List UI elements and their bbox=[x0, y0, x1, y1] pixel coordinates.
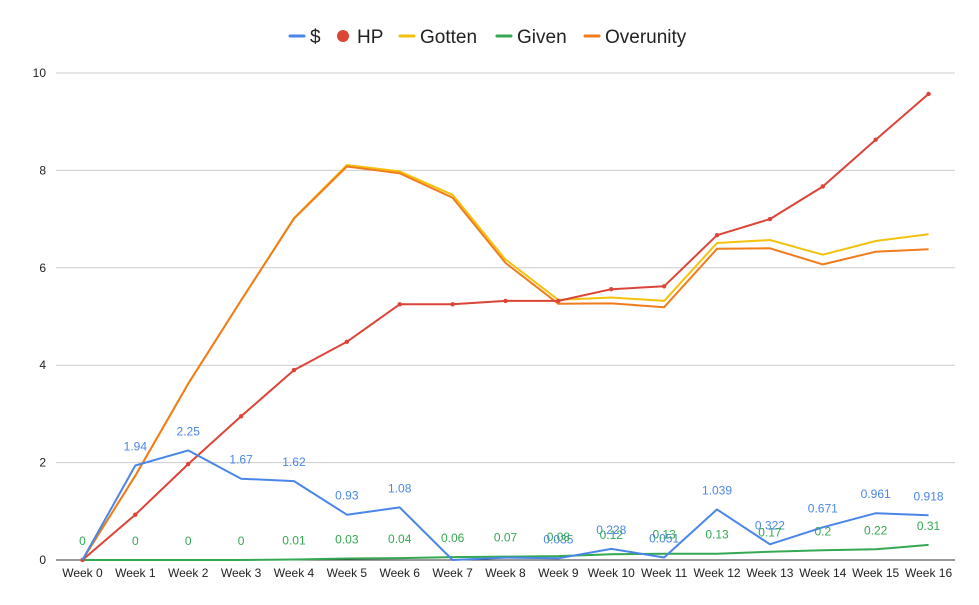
x-tick-label: Week 15 bbox=[852, 566, 899, 580]
data-point bbox=[397, 302, 402, 307]
data-point bbox=[503, 298, 508, 304]
data-point bbox=[238, 414, 244, 419]
data-label: 0.01 bbox=[282, 534, 306, 548]
x-tick-label: Week 2 bbox=[168, 566, 209, 580]
data-label: 0.17 bbox=[758, 526, 782, 540]
x-tick-label: Week 5 bbox=[327, 566, 368, 580]
data-point bbox=[291, 367, 297, 373]
data-label: 0.13 bbox=[652, 528, 676, 542]
data-label: 0.08 bbox=[547, 530, 571, 544]
data-label: 0.03 bbox=[335, 533, 359, 547]
data-label: 0.2 bbox=[814, 524, 831, 538]
legend-label: $ bbox=[310, 27, 321, 48]
data-label: 1.94 bbox=[124, 440, 148, 454]
series-line-gotten bbox=[81, 164, 929, 561]
data-point bbox=[767, 216, 773, 222]
y-tick-label: 6 bbox=[39, 261, 46, 275]
legend-label: Overunity bbox=[605, 27, 687, 48]
y-tick-label: 10 bbox=[33, 66, 47, 80]
data-label: 0.13 bbox=[705, 528, 729, 542]
data-label: 0 bbox=[185, 534, 192, 548]
data-point bbox=[714, 232, 720, 238]
data-point bbox=[926, 91, 931, 97]
data-label: 0.93 bbox=[335, 489, 359, 503]
x-tick-label: Week 16 bbox=[905, 566, 952, 580]
y-axis: 0 2 4 6 8 10 bbox=[33, 66, 47, 567]
x-tick-label: Week 0 bbox=[62, 566, 103, 580]
x-tick-label: Week 1 bbox=[115, 566, 156, 580]
series-layer bbox=[80, 91, 931, 563]
legend-marker bbox=[337, 30, 349, 42]
series-line- bbox=[81, 449, 929, 561]
data-label: 0.06 bbox=[441, 531, 465, 545]
data-label: 0.04 bbox=[388, 532, 412, 546]
x-tick-label: Week 11 bbox=[641, 566, 688, 580]
data-label: 0 bbox=[238, 534, 245, 548]
x-tick-label: Week 7 bbox=[432, 566, 473, 580]
x-tick-label: Week 6 bbox=[380, 566, 421, 580]
x-tick-label: Week 10 bbox=[588, 566, 635, 580]
data-label: 0.035 bbox=[543, 532, 573, 546]
legend-label: Gotten bbox=[420, 27, 477, 48]
data-point bbox=[609, 287, 614, 292]
data-point bbox=[873, 137, 878, 142]
x-tick-label: Week 14 bbox=[799, 566, 846, 580]
legend-label: Given bbox=[517, 27, 567, 48]
data-label: 0 bbox=[79, 534, 86, 548]
gridlines bbox=[56, 72, 955, 561]
x-tick-label: Week 8 bbox=[485, 566, 526, 580]
legend: $ HP Gotten Given Overunity bbox=[288, 27, 687, 48]
y-tick-label: 0 bbox=[39, 553, 46, 567]
data-label: 0.07 bbox=[494, 531, 518, 545]
data-label: 0 bbox=[132, 534, 139, 548]
x-tick-label: Week 13 bbox=[746, 566, 793, 580]
data-label: 0.322 bbox=[755, 518, 785, 532]
data-label: 1.039 bbox=[702, 483, 732, 497]
y-tick-label: 2 bbox=[39, 456, 46, 470]
data-label: 0.961 bbox=[861, 487, 891, 501]
x-tick-label: Week 12 bbox=[693, 566, 740, 580]
series-line-hp bbox=[81, 93, 930, 561]
data-label: 0.22 bbox=[864, 523, 888, 537]
data-labels: 1.94 2.25 1.67 1.62 0.93 1.08 0.035 0.228 0.051 1… bbox=[79, 424, 944, 548]
y-tick-label: 8 bbox=[39, 163, 46, 177]
data-point bbox=[344, 339, 350, 345]
data-label: 1.08 bbox=[388, 481, 412, 495]
x-axis: Week 0 Week 1 Week 2 Week 3 Week 4 Week 5 Week… bbox=[62, 566, 952, 580]
data-label: 2.25 bbox=[177, 424, 201, 438]
data-label: 1.62 bbox=[282, 455, 306, 469]
data-label: 0.671 bbox=[808, 501, 838, 515]
data-label: 0.918 bbox=[914, 489, 944, 503]
x-tick-label: Week 9 bbox=[538, 566, 579, 580]
legend-label: HP bbox=[357, 27, 383, 48]
x-tick-label: Week 3 bbox=[221, 566, 262, 580]
data-point bbox=[133, 512, 138, 517]
x-tick-label: Week 4 bbox=[274, 566, 315, 580]
data-label: 0.228 bbox=[596, 523, 626, 537]
data-point bbox=[186, 461, 191, 467]
data-label: 0.31 bbox=[917, 519, 941, 533]
data-label: 1.67 bbox=[229, 453, 253, 467]
data-label: 0.12 bbox=[600, 528, 624, 542]
data-point bbox=[450, 302, 455, 307]
data-point bbox=[820, 184, 825, 189]
y-tick-label: 4 bbox=[39, 358, 46, 372]
data-point bbox=[556, 298, 561, 304]
data-point bbox=[661, 284, 667, 289]
data-label: 0.051 bbox=[649, 532, 679, 546]
series-line-overunity bbox=[81, 165, 929, 561]
